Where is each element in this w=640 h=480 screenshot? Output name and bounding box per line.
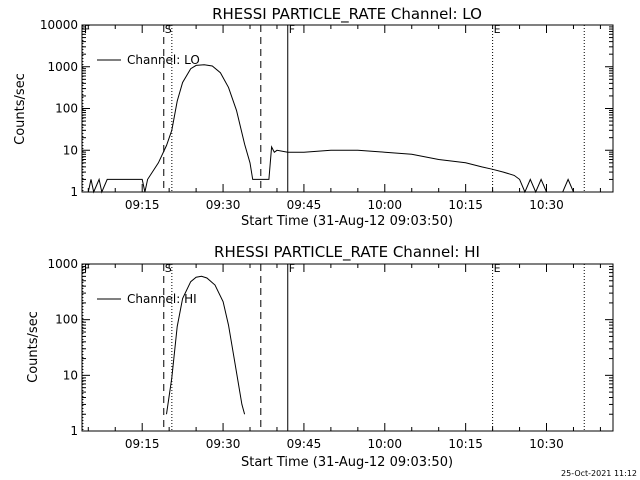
x-tick-label: 10:30 bbox=[529, 198, 564, 212]
panel-title: RHESSI PARTICLE_RATE Channel: LO bbox=[212, 5, 482, 24]
plot-frame bbox=[81, 263, 614, 432]
x-tick-label: 09:30 bbox=[206, 437, 241, 451]
y-tick-label: 10 bbox=[63, 143, 78, 157]
y-tick-label: 10 bbox=[63, 368, 78, 382]
legend-label: Channel: HI bbox=[127, 292, 197, 306]
event-marker-label: E bbox=[494, 262, 501, 275]
event-marker-label: S bbox=[165, 23, 172, 36]
x-tick-label: 09:15 bbox=[125, 437, 160, 451]
event-marker-label: E bbox=[494, 23, 501, 36]
y-tick-label: 1000 bbox=[47, 257, 78, 271]
y-tick-label: 1 bbox=[70, 424, 78, 438]
y-tick-label: 10000 bbox=[40, 18, 78, 32]
x-axis-label: Start Time (31-Aug-12 09:03:50) bbox=[241, 214, 453, 229]
panel-hi: RHESSI PARTICLE_RATE Channel: HI Start T… bbox=[26, 243, 614, 470]
event-marker-label: F bbox=[84, 23, 90, 36]
y-axis-label: Counts/sec bbox=[13, 73, 28, 145]
x-tick-label: 09:45 bbox=[287, 437, 322, 451]
series-line bbox=[82, 64, 574, 194]
series-line bbox=[166, 275, 246, 415]
x-tick-label: 10:15 bbox=[448, 437, 483, 451]
y-tick-label: 1 bbox=[70, 185, 78, 199]
panel-lo: RHESSI PARTICLE_RATE Channel: LO Start T… bbox=[13, 5, 614, 229]
x-axis-label: Start Time (31-Aug-12 09:03:50) bbox=[241, 455, 453, 470]
y-tick-label: 100 bbox=[55, 102, 78, 116]
x-tick-label: 09:30 bbox=[206, 198, 241, 212]
event-marker-label: F bbox=[289, 23, 295, 36]
legend-label: Channel: LO bbox=[127, 53, 200, 67]
panel-title: RHESSI PARTICLE_RATE Channel: HI bbox=[214, 243, 480, 262]
y-axis-label: Counts/sec bbox=[26, 311, 41, 383]
x-tick-label: 10:15 bbox=[448, 198, 483, 212]
y-tick-label: 1000 bbox=[47, 60, 78, 74]
plot-frame bbox=[81, 24, 614, 193]
event-marker-label: F bbox=[84, 262, 90, 275]
x-tick-label: 09:45 bbox=[287, 198, 322, 212]
x-tick-label: 10:00 bbox=[367, 437, 402, 451]
y-tick-label: 100 bbox=[55, 313, 78, 327]
x-tick-label: 09:15 bbox=[125, 198, 160, 212]
x-tick-label: 10:00 bbox=[367, 198, 402, 212]
footer-timestamp: 25-Oct-2021 11:12 bbox=[561, 469, 637, 478]
x-tick-label: 10:30 bbox=[529, 437, 564, 451]
event-marker-label: S bbox=[165, 262, 172, 275]
event-marker-label: F bbox=[289, 262, 295, 275]
